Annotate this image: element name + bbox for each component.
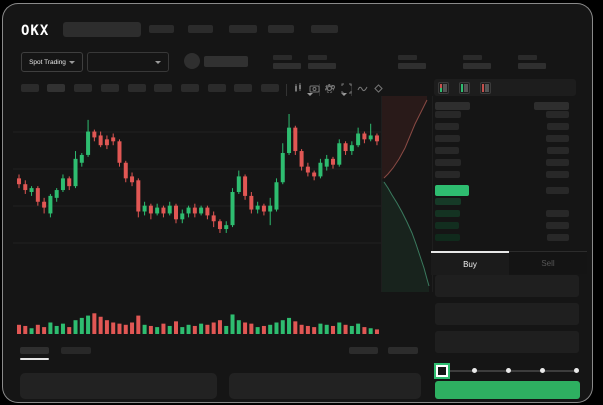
nav-item-5[interactable] (311, 25, 338, 33)
ask-row-amount[interactable] (547, 123, 569, 130)
ask-row-amount[interactable] (546, 135, 569, 142)
orderbook-toolbar (434, 79, 576, 96)
bid-row-price[interactable] (435, 222, 459, 229)
okx-logo[interactable]: OKX (21, 23, 50, 39)
amount-slider-handle[interactable] (434, 363, 450, 379)
ask-row-price[interactable] (435, 111, 461, 118)
ask-row-amount[interactable] (546, 171, 569, 178)
interval-button-4[interactable] (101, 84, 119, 92)
book-combined-icon[interactable] (438, 82, 449, 94)
slider-stop-4[interactable] (540, 368, 545, 373)
ask-row-price[interactable] (435, 147, 459, 154)
nav-item-2[interactable] (188, 25, 213, 33)
bottom-tab-2[interactable] (61, 347, 91, 354)
interval-button-7[interactable] (181, 84, 199, 92)
bid-row-price[interactable] (435, 210, 460, 217)
chevron-down-icon (68, 60, 75, 64)
ask-row-price[interactable] (435, 171, 460, 178)
ask-row-amount[interactable] (546, 111, 569, 118)
order-field-3[interactable] (435, 331, 579, 353)
chevron-icon[interactable] (341, 83, 353, 96)
ask-row-price[interactable] (435, 135, 460, 142)
stat-label-3 (398, 55, 417, 60)
pair-selector-dropdown[interactable] (87, 52, 169, 72)
candlestick-chart[interactable] (13, 96, 381, 294)
last-price-amount (546, 187, 569, 194)
order-field-2[interactable] (435, 303, 579, 325)
camera-icon[interactable] (309, 83, 321, 96)
interval-button-8[interactable] (208, 84, 226, 92)
interval-button-2[interactable] (47, 84, 65, 92)
fullscreen-icon[interactable] (341, 83, 353, 96)
nav-item-1[interactable] (149, 25, 174, 33)
interval-button-10[interactable] (261, 84, 279, 92)
sell-tab-label: Sell (541, 258, 555, 268)
bid-row-amount[interactable] (547, 234, 569, 241)
stat-value-2 (308, 63, 336, 69)
interval-button-6[interactable] (154, 84, 172, 92)
stat-label-1 (273, 55, 292, 60)
nav-item-4[interactable] (268, 25, 294, 33)
stat-value-4 (463, 63, 491, 69)
stat-label-2 (308, 55, 327, 60)
bid-row-price[interactable] (435, 198, 461, 205)
stat-value-5 (518, 63, 546, 69)
interval-button-5[interactable] (128, 84, 146, 92)
depth-chart[interactable] (381, 96, 433, 292)
bottom-panel-1 (20, 373, 217, 399)
chevron-icon[interactable] (307, 83, 319, 96)
toolbar-separator (286, 84, 287, 96)
last-price-placeholder (204, 56, 248, 67)
settings-icon[interactable] (324, 83, 336, 96)
bottom-tab-1[interactable] (20, 347, 49, 354)
slider-stop-2[interactable] (472, 368, 477, 373)
stat-value-3 (398, 63, 426, 69)
market-type-dropdown[interactable]: Spot Trading (21, 52, 83, 72)
buy-submit-button[interactable] (435, 381, 580, 399)
bid-row-price[interactable] (435, 234, 460, 241)
market-type-label: Spot Trading (29, 58, 66, 66)
ask-row-price[interactable] (435, 123, 459, 130)
stat-label-5 (518, 55, 537, 60)
bottom-action-1[interactable] (349, 347, 378, 354)
bid-row-amount[interactable] (546, 210, 569, 217)
line-tool-icon[interactable] (357, 83, 369, 96)
interval-button-3[interactable] (74, 84, 92, 92)
book-bids-only-icon[interactable] (459, 82, 470, 94)
order-field-1[interactable] (435, 275, 579, 297)
ask-row-price[interactable] (435, 159, 461, 166)
bid-row-amount[interactable] (546, 222, 569, 229)
brush-icon[interactable] (373, 83, 385, 96)
ask-row-amount[interactable] (547, 147, 569, 154)
active-tab-underline (20, 358, 49, 360)
chevron-down-icon (155, 61, 161, 64)
orderbook-header-amount (534, 102, 569, 110)
nav-item-3[interactable] (229, 25, 257, 33)
interval-button-1[interactable] (21, 84, 39, 92)
stat-label-4 (463, 55, 482, 60)
search-input[interactable] (63, 22, 141, 37)
bottom-action-2[interactable] (388, 347, 418, 354)
last-price-badge[interactable] (435, 185, 469, 196)
buy-tab-label: Buy (463, 259, 477, 269)
book-asks-only-icon[interactable] (480, 82, 491, 94)
tab-sell[interactable]: Sell (509, 251, 587, 274)
volume-chart[interactable] (13, 296, 381, 336)
stat-value-1 (273, 63, 301, 69)
slider-stop-5[interactable] (574, 368, 579, 373)
orderbook-header-price (435, 102, 470, 110)
bottom-panel-2 (229, 373, 421, 399)
coin-avatar (184, 53, 200, 69)
candle-style-icon[interactable] (293, 83, 305, 96)
slider-stop-3[interactable] (506, 368, 511, 373)
toolbar-separator (351, 84, 352, 96)
interval-button-9[interactable] (234, 84, 252, 92)
ask-row-amount[interactable] (546, 159, 569, 166)
tab-buy[interactable]: Buy (431, 251, 509, 275)
app-window: OKX Spot Trading Buy Sell (2, 3, 593, 403)
